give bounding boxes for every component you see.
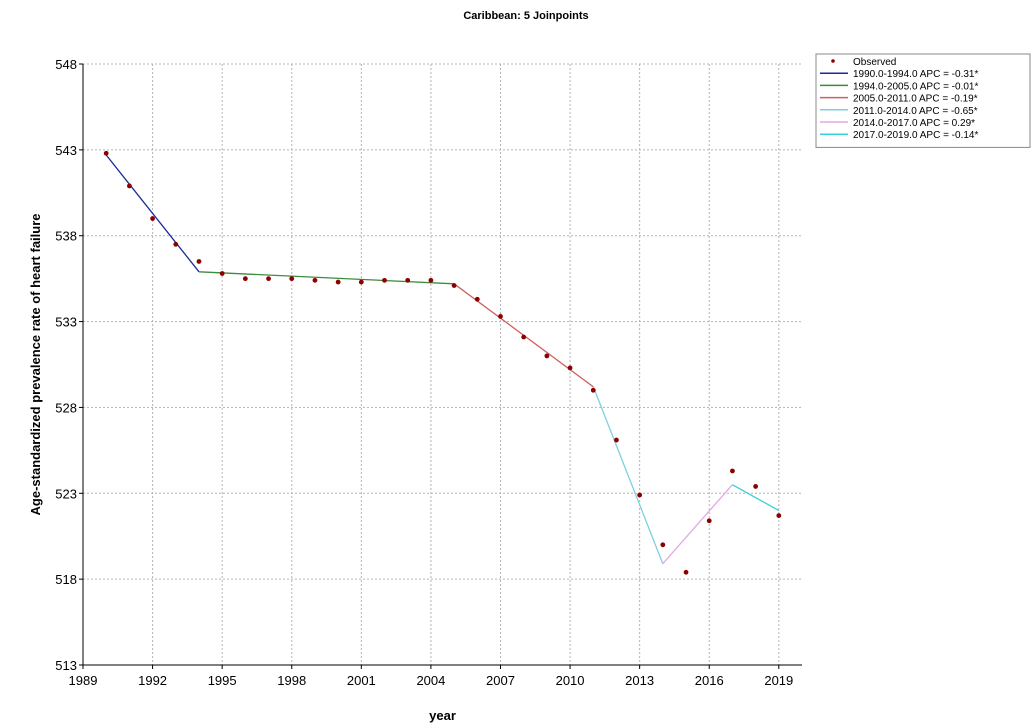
x-tick-label: 2010 xyxy=(556,673,585,688)
observed-point xyxy=(358,279,364,285)
y-tick-label: 538 xyxy=(55,229,77,244)
x-tick-label: 2016 xyxy=(695,673,724,688)
y-tick-label: 518 xyxy=(55,572,77,587)
legend-label-6: 2017.0-2019.0 APC = -0.14* xyxy=(853,130,978,141)
observed-point xyxy=(405,277,411,283)
legend-label-1: 1990.0-1994.0 APC = -0.31* xyxy=(853,69,978,80)
observed-point xyxy=(683,569,689,575)
series-lines xyxy=(105,154,780,565)
series-line-5 xyxy=(662,484,733,565)
x-tick-label: 2004 xyxy=(416,673,445,688)
grid xyxy=(82,63,802,666)
observed-point xyxy=(173,241,179,247)
observed-point xyxy=(660,542,666,548)
observed-point xyxy=(219,271,225,276)
x-axis-title: year xyxy=(429,708,456,723)
observed-point xyxy=(521,334,527,340)
legend-label-observed: Observed xyxy=(853,57,896,68)
y-tick-label: 513 xyxy=(55,658,77,673)
x-tick-label: 2019 xyxy=(764,673,793,688)
observed-point xyxy=(753,484,759,489)
x-tick-label: 1995 xyxy=(208,673,237,688)
observed-point xyxy=(567,365,573,371)
observed-point xyxy=(706,518,712,524)
x-tick-label: 1989 xyxy=(69,673,98,688)
observed-point xyxy=(544,353,550,359)
observed-point xyxy=(590,387,596,393)
observed-point xyxy=(312,277,318,283)
legend-label-5: 2014.0-2017.0 APC = 0.29* xyxy=(853,118,975,129)
observed-point xyxy=(126,183,132,189)
y-tick-label: 528 xyxy=(55,400,77,415)
observed-point xyxy=(776,513,782,519)
series-line-4 xyxy=(592,386,664,564)
y-axis-title: Age-standardized prevalence rate of hear… xyxy=(28,214,43,516)
observed-point xyxy=(150,216,155,221)
legend-label-3: 2005.0-2011.0 APC = -0.19* xyxy=(853,94,978,105)
observed-point xyxy=(242,276,248,282)
chart-title: Caribbean: 5 Joinpoints xyxy=(463,10,588,22)
observed-points xyxy=(103,150,782,575)
observed-point xyxy=(730,468,735,474)
observed-point xyxy=(103,150,109,156)
legend-label-2: 1994.0-2005.0 APC = -0.01* xyxy=(853,81,978,92)
legend-label-4: 2011.0-2014.0 APC = -0.65* xyxy=(853,106,978,117)
observed-point xyxy=(335,279,341,285)
legend-box xyxy=(815,53,1031,148)
observed-point xyxy=(614,437,619,443)
x-tick-label: 2007 xyxy=(486,673,515,688)
x-tick-label: 2001 xyxy=(347,673,376,688)
x-tick-label: 1992 xyxy=(138,673,167,688)
observed-point xyxy=(474,296,480,302)
observed-point xyxy=(196,259,202,264)
y-tick-label: 533 xyxy=(55,315,77,330)
x-tick-label: 1998 xyxy=(277,673,306,688)
series-line-2 xyxy=(198,271,455,285)
y-tick-label: 543 xyxy=(55,143,77,158)
series-line-1 xyxy=(105,154,200,273)
observed-point xyxy=(498,314,503,319)
observed-point xyxy=(428,277,434,283)
x-tick-label: 2013 xyxy=(625,673,654,688)
y-tick-label: 523 xyxy=(55,486,77,501)
observed-point xyxy=(289,276,295,282)
observed-point xyxy=(382,277,387,283)
observed-point xyxy=(451,283,457,288)
y-tick-label: 548 xyxy=(55,57,77,72)
series-line-6 xyxy=(732,484,780,512)
observed-point xyxy=(266,276,271,282)
legend-marker-observed xyxy=(831,59,835,63)
axes: 1989 1992 1995 1998 2001 2004 2007 2010 2013 2016… xyxy=(55,57,802,688)
observed-point xyxy=(637,492,643,498)
